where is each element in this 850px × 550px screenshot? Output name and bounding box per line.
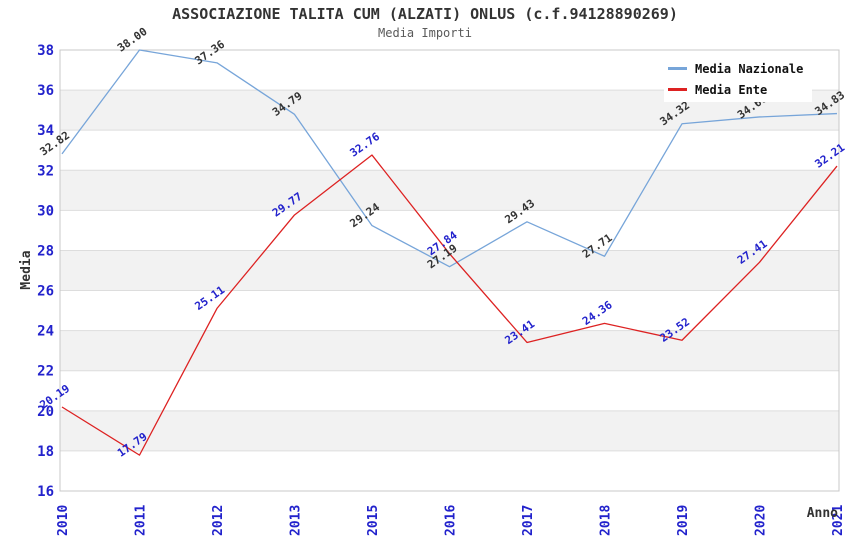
series-line-media-nazionale [61,49,838,268]
chart-title: ASSOCIAZIONE TALITA CUM (ALZATI) ONLUS (… [172,5,678,23]
point-label: 24.36 [580,298,615,328]
y-axis-title: Media [19,250,34,289]
x-tick-label: 2020 [754,505,769,536]
x-tick-label: 2010 [56,505,71,536]
band [60,330,839,371]
y-tick-label: 26 [37,284,54,300]
point-label: 32.21 [813,141,848,171]
y-tick-label: 30 [37,203,54,219]
x-tick-label: 2018 [599,505,614,536]
legend-label: Media Nazionale [695,61,804,76]
legend-swatch-media-nazionale [668,67,687,70]
x-tick-label: 2016 [444,505,459,536]
x-tick-label: 2017 [521,505,536,536]
gridlines [60,89,839,452]
y-axis-ticks: 16 18 20 22 24 26 28 30 32 34 36 38 [37,43,54,500]
legend-label: Media Ente [695,82,768,97]
band [60,410,839,451]
legend-swatch-media-ente [668,88,687,91]
legend: Media Nazionale Media Ente [664,56,812,102]
series-line-media-ente [61,154,838,456]
x-axis-ticks: 2010 2011 2012 2013 2015 2016 2017 2018 2019 2020… [56,505,846,536]
x-tick-label: 2021 [831,505,846,536]
y-tick-label: 22 [37,364,54,380]
y-tick-label: 36 [37,83,54,99]
y-tick-label: 34 [37,123,54,139]
point-label: 37.36 [193,38,228,68]
x-tick-label: 2012 [211,505,226,536]
x-tick-label: 2011 [134,505,149,536]
y-tick-label: 38 [37,43,54,59]
chart-subtitle: Media Importi [378,26,472,40]
x-tick-label: 2013 [289,505,304,536]
y-tick-label: 32 [37,163,54,179]
y-tick-label: 20 [37,404,54,420]
y-tick-label: 24 [37,324,54,340]
y-tick-label: 18 [37,444,54,460]
point-label: 32.76 [348,130,383,160]
legend-item-media-nazionale: Media Nazionale [668,60,812,78]
x-axis-title: Anno [807,506,838,521]
x-tick-label: 2019 [676,505,691,536]
plot-bands [60,90,839,451]
plot-border [59,49,840,492]
y-tick-label: 28 [37,243,54,259]
band [60,250,839,291]
y-tick-label: 16 [37,484,54,500]
band [60,170,839,211]
x-tick-label: 2015 [366,505,381,536]
legend-item-media-ente: Media Ente [668,81,812,99]
